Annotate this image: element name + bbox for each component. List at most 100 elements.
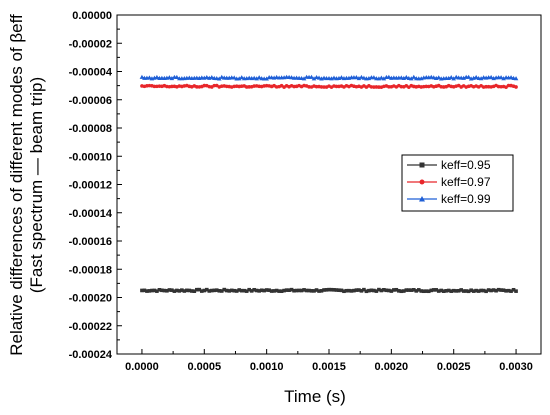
- data-point: [277, 289, 281, 293]
- data-point: [381, 76, 387, 81]
- data-point: [414, 289, 419, 293]
- data-point: [187, 288, 192, 293]
- data-point: [434, 288, 439, 292]
- y-tick-label: -0.00022: [69, 321, 112, 333]
- data-point: [209, 75, 215, 80]
- legend-marker: [419, 162, 425, 168]
- data-point: [316, 75, 322, 80]
- data-point: [219, 289, 224, 293]
- data-point: [436, 75, 442, 80]
- data-point: [498, 75, 504, 80]
- data-point: [456, 288, 461, 293]
- legend-item: keff=0.99: [407, 192, 491, 206]
- data-point: [239, 288, 244, 293]
- data-point: [451, 76, 457, 81]
- data-point: [324, 288, 329, 292]
- data-point: [219, 74, 225, 79]
- data-point: [334, 84, 339, 89]
- data-point: [312, 289, 316, 293]
- data-point: [165, 289, 169, 293]
- data-point: [488, 74, 494, 79]
- data-point: [256, 75, 262, 80]
- data-point: [319, 289, 324, 293]
- data-point: [357, 288, 361, 292]
- data-point: [195, 287, 199, 292]
- data-point: [292, 288, 296, 293]
- data-point: [354, 288, 359, 292]
- data-point: [239, 75, 245, 80]
- data-point: [451, 288, 456, 293]
- data-point: [209, 288, 214, 293]
- data-point: [302, 288, 306, 292]
- legend-marker: [419, 196, 425, 202]
- data-point: [337, 288, 341, 292]
- legend-label: keff=0.95: [441, 158, 491, 172]
- data-point: [309, 289, 314, 293]
- data-point: [207, 289, 212, 293]
- data-point: [426, 289, 431, 294]
- data-point: [227, 289, 232, 293]
- data-point: [448, 75, 454, 80]
- data-point: [334, 288, 339, 292]
- data-point: [424, 289, 429, 293]
- y-tick-label: -0.00006: [69, 95, 112, 107]
- y-axis-title-line1: Relative differences of different modes …: [7, 14, 26, 356]
- data-point: [289, 287, 294, 292]
- data-point: [152, 288, 157, 293]
- data-point: [362, 287, 366, 292]
- y-tick-label: -0.00024: [69, 349, 113, 361]
- data-point: [436, 289, 441, 293]
- data-point: [231, 75, 237, 80]
- data-point: [202, 83, 207, 88]
- data-point: [489, 288, 493, 293]
- data-point: [216, 76, 222, 81]
- data-point: [394, 287, 399, 292]
- data-point: [180, 288, 184, 292]
- data-point: [322, 288, 326, 292]
- y-tick-label: -0.00014: [69, 208, 113, 220]
- data-point: [441, 289, 446, 293]
- data-point: [384, 288, 389, 293]
- data-point: [479, 288, 483, 293]
- data-point: [407, 288, 411, 292]
- data-point: [257, 289, 261, 293]
- data-point: [284, 288, 289, 292]
- data-point: [317, 289, 321, 293]
- x-tick-label: 0.0025: [437, 361, 471, 373]
- data-point: [387, 288, 391, 293]
- y-axis-title-line2: (Fast spectrum — beam trip): [27, 77, 46, 293]
- data-point: [461, 289, 466, 293]
- data-point: [344, 288, 349, 293]
- data-point: [412, 288, 416, 292]
- data-point: [264, 76, 269, 81]
- y-tick-label: -0.00002: [69, 38, 112, 50]
- data-point: [244, 289, 249, 293]
- data-point: [454, 289, 458, 293]
- data-point: [367, 288, 371, 293]
- data-point: [177, 289, 182, 293]
- data-point: [234, 289, 239, 293]
- data-point: [152, 84, 157, 89]
- data-point: [409, 76, 414, 81]
- data-point: [204, 74, 210, 80]
- data-point: [232, 288, 237, 293]
- data-point: [374, 289, 379, 293]
- data-point: [506, 288, 511, 293]
- data-point: [170, 288, 174, 292]
- data-point: [464, 289, 468, 293]
- data-point: [501, 288, 506, 293]
- series-keff=0.99: [139, 74, 519, 81]
- data-point: [309, 74, 314, 79]
- y-tick-label: -0.00012: [69, 180, 112, 192]
- data-point: [397, 289, 401, 293]
- data-point: [369, 288, 374, 293]
- data-point: [297, 288, 301, 293]
- series-keff=0.95: [140, 287, 518, 294]
- data-point: [421, 289, 426, 294]
- data-point: [279, 289, 284, 294]
- data-point: [494, 288, 498, 293]
- data-point: [359, 74, 364, 79]
- data-point: [157, 287, 162, 292]
- data-point: [474, 288, 478, 293]
